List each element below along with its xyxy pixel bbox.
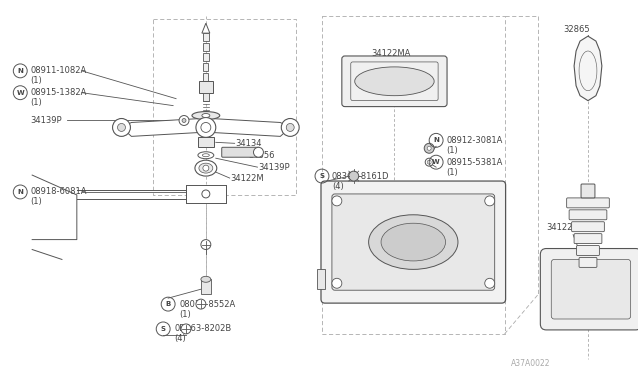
Ellipse shape: [255, 148, 262, 156]
Text: (1): (1): [446, 168, 458, 177]
Text: 08363-8161D: 08363-8161D: [332, 171, 389, 180]
Text: (1): (1): [30, 198, 42, 206]
FancyBboxPatch shape: [579, 257, 597, 267]
Circle shape: [427, 146, 431, 150]
Text: 08911-1082A: 08911-1082A: [30, 66, 86, 76]
Text: 32865: 32865: [563, 25, 590, 34]
Text: W: W: [432, 159, 440, 165]
Ellipse shape: [195, 160, 217, 176]
Text: 08915-5381A: 08915-5381A: [446, 158, 502, 167]
Text: 08918-6081A: 08918-6081A: [30, 187, 86, 196]
Text: 34122MB: 34122MB: [547, 223, 586, 232]
FancyBboxPatch shape: [203, 93, 209, 101]
FancyBboxPatch shape: [577, 246, 600, 256]
Ellipse shape: [192, 112, 220, 119]
Ellipse shape: [201, 276, 211, 282]
FancyBboxPatch shape: [203, 43, 209, 51]
Circle shape: [182, 119, 186, 122]
FancyBboxPatch shape: [569, 210, 607, 220]
Circle shape: [113, 119, 131, 137]
Text: (4): (4): [332, 182, 344, 190]
Text: A37A0022: A37A0022: [511, 359, 550, 368]
Circle shape: [332, 278, 342, 288]
Circle shape: [286, 124, 294, 131]
Text: 08915-1382A: 08915-1382A: [30, 88, 86, 97]
Text: 34134: 34134: [236, 139, 262, 148]
Ellipse shape: [199, 163, 213, 173]
Ellipse shape: [202, 154, 209, 157]
Circle shape: [427, 160, 431, 164]
Polygon shape: [574, 36, 602, 101]
Circle shape: [181, 324, 191, 334]
Circle shape: [253, 147, 264, 157]
Circle shape: [425, 158, 433, 166]
Text: 34121N: 34121N: [380, 265, 412, 274]
FancyBboxPatch shape: [199, 81, 213, 93]
Circle shape: [179, 116, 189, 125]
FancyBboxPatch shape: [321, 181, 506, 303]
Text: 34139P: 34139P: [30, 116, 62, 125]
FancyBboxPatch shape: [342, 56, 447, 107]
Circle shape: [332, 196, 342, 206]
Text: 08010-8552A: 08010-8552A: [179, 299, 236, 309]
Circle shape: [196, 118, 216, 137]
FancyBboxPatch shape: [221, 147, 259, 157]
Ellipse shape: [202, 113, 210, 118]
Circle shape: [118, 124, 125, 131]
Text: 08912-3081A: 08912-3081A: [446, 136, 502, 145]
FancyBboxPatch shape: [204, 63, 209, 71]
FancyBboxPatch shape: [574, 234, 602, 244]
FancyBboxPatch shape: [201, 279, 211, 294]
Text: 34556: 34556: [248, 151, 275, 160]
Circle shape: [201, 240, 211, 250]
FancyBboxPatch shape: [540, 248, 640, 330]
Circle shape: [196, 299, 206, 309]
Circle shape: [484, 196, 495, 206]
Polygon shape: [202, 23, 210, 33]
Text: 34122MA: 34122MA: [372, 48, 411, 58]
Text: N: N: [17, 189, 23, 195]
FancyBboxPatch shape: [572, 222, 604, 232]
Text: 34560N: 34560N: [461, 243, 494, 252]
Text: W: W: [17, 90, 24, 96]
Text: N: N: [17, 68, 23, 74]
Ellipse shape: [369, 215, 458, 269]
Polygon shape: [122, 119, 201, 137]
Ellipse shape: [381, 223, 445, 261]
Ellipse shape: [355, 67, 434, 96]
Text: (4): (4): [174, 334, 186, 343]
Polygon shape: [211, 119, 290, 137]
Circle shape: [202, 190, 210, 198]
Circle shape: [349, 171, 358, 181]
Text: S: S: [319, 173, 324, 179]
Circle shape: [424, 143, 434, 153]
FancyBboxPatch shape: [203, 53, 209, 61]
FancyBboxPatch shape: [551, 259, 630, 319]
Text: B: B: [166, 301, 171, 307]
Circle shape: [201, 122, 211, 132]
Text: N: N: [433, 137, 439, 143]
Ellipse shape: [198, 152, 214, 159]
Text: 34139P: 34139P: [259, 163, 290, 171]
FancyBboxPatch shape: [317, 269, 325, 289]
Circle shape: [282, 119, 299, 137]
Text: S: S: [161, 326, 166, 332]
Text: 0B363-8202B: 0B363-8202B: [174, 324, 231, 333]
Text: (1): (1): [30, 76, 42, 85]
FancyBboxPatch shape: [203, 33, 209, 41]
FancyBboxPatch shape: [566, 198, 609, 208]
Circle shape: [203, 165, 209, 171]
FancyBboxPatch shape: [186, 185, 226, 203]
Text: (1): (1): [446, 146, 458, 155]
FancyBboxPatch shape: [204, 73, 208, 81]
FancyBboxPatch shape: [332, 194, 495, 290]
Text: 34122M: 34122M: [230, 174, 264, 183]
Circle shape: [484, 278, 495, 288]
FancyBboxPatch shape: [198, 137, 214, 147]
Text: (1): (1): [179, 310, 191, 318]
Text: (1): (1): [30, 98, 42, 107]
Text: 34101: 34101: [219, 121, 245, 130]
FancyBboxPatch shape: [581, 184, 595, 198]
